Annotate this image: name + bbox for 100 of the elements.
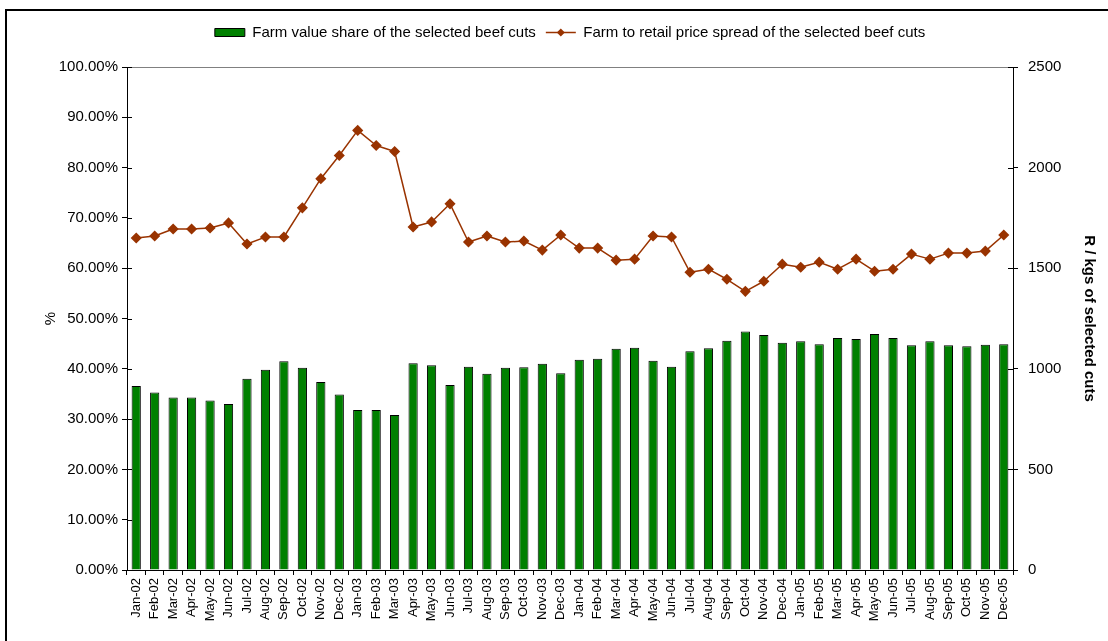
point bbox=[223, 217, 234, 229]
x-tick-label: Apr-04 bbox=[626, 578, 642, 618]
y-tick-label: 0.00% bbox=[75, 560, 118, 578]
point bbox=[850, 253, 862, 265]
x-tick-label: Jan-02 bbox=[127, 578, 143, 618]
point bbox=[832, 263, 843, 275]
x-tick-label: Jan-04 bbox=[570, 578, 586, 618]
x-tick-label: Mar-05 bbox=[829, 578, 845, 620]
x-tick-label: Jun-02 bbox=[220, 578, 236, 618]
point bbox=[721, 274, 733, 285]
x-tick-label: Sep-03 bbox=[496, 578, 512, 620]
point bbox=[813, 256, 825, 268]
x-tick-label: Aug-03 bbox=[478, 578, 494, 620]
x-tick-label: Nov-02 bbox=[312, 578, 328, 620]
y-tick-label: 60.00% bbox=[67, 258, 118, 276]
x-tick-label: Sep-05 bbox=[939, 578, 955, 620]
point bbox=[186, 223, 197, 235]
x-tick-label: Aug-04 bbox=[700, 578, 716, 620]
x-tick-label: Jan-03 bbox=[349, 578, 365, 618]
x-tick-label: Dec-02 bbox=[330, 578, 346, 620]
point bbox=[481, 230, 493, 242]
x-tick-label: Sep-02 bbox=[275, 578, 291, 620]
point bbox=[592, 242, 603, 254]
point bbox=[278, 231, 290, 243]
point bbox=[758, 276, 770, 287]
x-tick-label: Jun-05 bbox=[884, 578, 900, 618]
point bbox=[906, 248, 917, 260]
point bbox=[315, 173, 327, 184]
point bbox=[777, 258, 788, 270]
x-tick-label: Jun-03 bbox=[441, 578, 457, 618]
point bbox=[407, 221, 419, 233]
point bbox=[573, 242, 585, 254]
y-tick-label: 90.00% bbox=[67, 107, 118, 125]
y-axis-title: % bbox=[41, 311, 59, 326]
point bbox=[167, 223, 179, 235]
x-tick-label: Mar-04 bbox=[607, 578, 623, 620]
x-tick-label: Jul-03 bbox=[460, 578, 476, 614]
point bbox=[961, 247, 973, 259]
point bbox=[518, 235, 530, 247]
x-tick-label: Nov-03 bbox=[533, 578, 549, 620]
x-tick-label: Feb-05 bbox=[810, 578, 826, 620]
x-tick-label: May-02 bbox=[201, 578, 217, 622]
x-tick-label: Nov-05 bbox=[976, 578, 992, 620]
point bbox=[887, 263, 899, 275]
x-tick-label: Feb-02 bbox=[146, 578, 162, 620]
y2-tick-label: 1500 bbox=[1028, 258, 1062, 276]
x-tick-label: Aug-02 bbox=[257, 578, 273, 620]
point bbox=[980, 245, 991, 257]
point bbox=[740, 286, 751, 297]
legend-label: Farm value share of the selected beef cuts bbox=[252, 22, 536, 40]
x-tick-label: Dec-03 bbox=[552, 578, 568, 620]
point bbox=[370, 140, 382, 151]
x-tick-label: Sep-04 bbox=[718, 578, 734, 620]
x-tick-label: Oct-04 bbox=[736, 578, 752, 618]
point bbox=[869, 265, 880, 277]
point bbox=[610, 254, 622, 266]
point bbox=[998, 229, 1010, 241]
y2-tick-label: 2000 bbox=[1028, 157, 1062, 175]
y2-tick-label: 500 bbox=[1028, 459, 1054, 477]
y-tick-label: 20.00% bbox=[67, 459, 118, 477]
x-tick-label: Oct-03 bbox=[515, 578, 531, 618]
y2-tick-label: 2500 bbox=[1028, 57, 1062, 75]
point bbox=[334, 150, 345, 161]
point bbox=[444, 198, 456, 210]
point bbox=[684, 266, 696, 278]
x-tick-label: Jan-05 bbox=[792, 578, 808, 618]
point bbox=[629, 253, 640, 265]
x-tick-label: Feb-03 bbox=[367, 578, 383, 620]
point bbox=[241, 238, 253, 250]
x-tick-label: Mar-02 bbox=[164, 578, 180, 620]
x-tick-label: Feb-04 bbox=[589, 578, 605, 620]
point bbox=[795, 261, 806, 273]
y-tick-label: 30.00% bbox=[67, 409, 118, 427]
x-tick-label: Oct-02 bbox=[293, 578, 309, 618]
point bbox=[297, 202, 308, 214]
x-tick-label: Apr-03 bbox=[404, 578, 420, 618]
y-tick-label: 100.00% bbox=[58, 57, 118, 75]
x-tick-label: Nov-04 bbox=[755, 578, 771, 620]
x-tick-label: Mar-03 bbox=[386, 578, 402, 620]
point bbox=[204, 222, 216, 234]
point bbox=[352, 125, 363, 136]
point bbox=[260, 231, 271, 243]
x-tick-label: Jun-04 bbox=[663, 578, 679, 618]
x-tick-label: Dec-04 bbox=[773, 578, 789, 620]
x-tick-label: May-05 bbox=[866, 578, 882, 622]
x-tick-label: Apr-02 bbox=[183, 578, 199, 618]
y2-tick-label: 0 bbox=[1028, 560, 1037, 578]
x-tick-label: Dec-05 bbox=[995, 578, 1011, 620]
y2-axis-title: R / kgs of selected cuts bbox=[1081, 235, 1099, 402]
x-tick-label: May-04 bbox=[644, 578, 660, 622]
x-tick-label: Oct-05 bbox=[958, 578, 974, 618]
y2-tick-label: 1000 bbox=[1028, 358, 1062, 376]
x-tick-label: Apr-05 bbox=[847, 578, 863, 618]
point bbox=[666, 231, 677, 243]
y-tick-label: 10.00% bbox=[67, 509, 118, 527]
point bbox=[389, 146, 400, 157]
y-tick-label: 70.00% bbox=[67, 208, 118, 226]
y-tick-label: 40.00% bbox=[67, 358, 118, 376]
point bbox=[924, 253, 936, 265]
point bbox=[426, 216, 437, 228]
